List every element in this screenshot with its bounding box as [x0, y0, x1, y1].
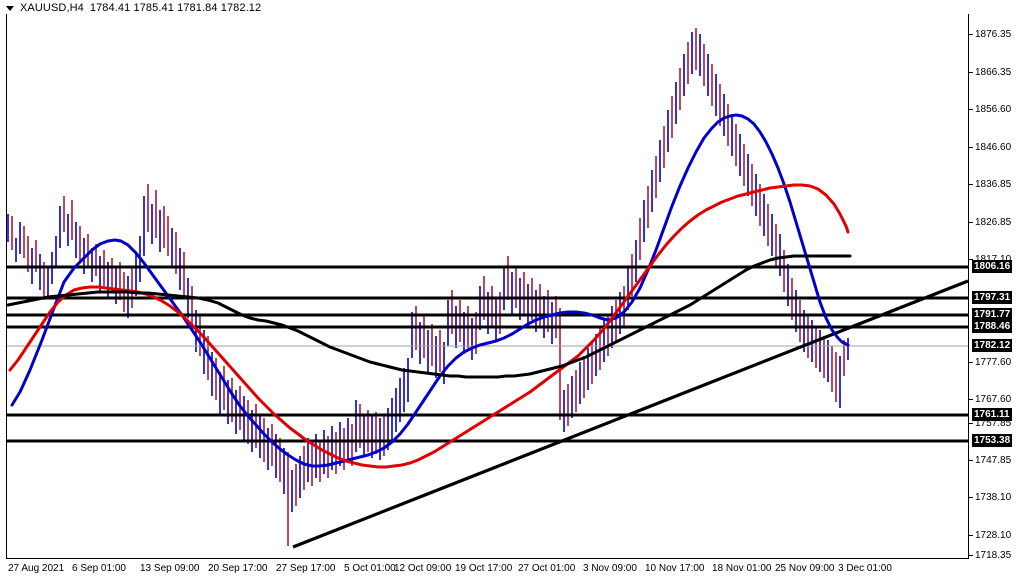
horizontal-levels-group[interactable]: [7, 265, 968, 443]
time-axis-label: 3 Nov 09:00: [583, 563, 637, 574]
tick-mark: [969, 34, 973, 35]
price-tick-label: 1718.35: [975, 550, 1012, 561]
ma-line-ma-mid: [8, 183, 850, 469]
price-tag-level[interactable]: 1797.31: [972, 291, 1013, 304]
price-tick-label: 1856.60: [975, 104, 1012, 115]
tick-mark: [969, 497, 973, 498]
time-axis-label: 18 Nov 01:00: [712, 563, 772, 574]
tick-mark: [969, 222, 973, 223]
price-tick-label: 1767.60: [975, 394, 1012, 405]
price-tick-label: 1777.60: [975, 357, 1012, 368]
trendline[interactable]: [292, 279, 969, 549]
time-scale[interactable]: 27 Aug 2021 6 Sep 01:00 13 Sep 09:00 20 Sep…: [0, 560, 1020, 584]
price-tick-label: 1846.60: [975, 142, 1012, 153]
time-axis-label: 25 Nov 09:00: [775, 563, 835, 574]
time-axis-label: 3 Dec 01:00: [838, 563, 892, 574]
chevron-down-icon[interactable]: [6, 5, 14, 11]
ohlc-values: 1784.41 1785.41 1781.84 1782.12: [89, 2, 262, 14]
axis-left-line: [6, 14, 7, 558]
tick-mark: [969, 109, 973, 110]
price-tick-label: 1826.85: [975, 217, 1012, 228]
tick-mark: [969, 555, 973, 556]
moving-average-lines: [6, 113, 852, 469]
price-scale[interactable]: 1876.35 1866.35 1856.60 1846.60 1836.85 1826.…: [969, 0, 1020, 584]
price-tag-level[interactable]: 1788.46: [972, 320, 1013, 333]
tick-mark: [969, 535, 973, 536]
ohlc-bars-group: [7, 28, 849, 546]
time-axis-label: 6 Sep 01:00: [72, 563, 126, 574]
ma-line-ma-fast: [10, 113, 850, 468]
time-axis-label: 12 Oct 09:00: [394, 563, 452, 574]
tick-mark: [969, 259, 973, 260]
tick-mark: [969, 399, 973, 400]
price-tag-level[interactable]: 1761.11: [972, 408, 1012, 421]
tick-mark: [969, 423, 973, 424]
time-axis-label: 27 Oct 01:00: [518, 563, 576, 574]
time-axis-label: 20 Sep 17:00: [208, 563, 268, 574]
price-tick-label: 1817.10: [975, 254, 1011, 266]
price-tick-label: 1728.10: [975, 530, 1012, 541]
price-tick-label: 1757.85: [975, 418, 1012, 429]
tick-mark: [969, 362, 973, 363]
tick-mark: [969, 460, 973, 461]
price-tick-label: 1866.35: [975, 67, 1012, 78]
axis-bottom-line: [6, 558, 969, 559]
price-tag-level[interactable]: 1753.38: [972, 434, 1013, 447]
price-tick-label: 1738.10: [975, 492, 1012, 503]
tick-mark: [969, 184, 973, 185]
time-axis-label: 10 Nov 17:00: [645, 563, 705, 574]
price-tick-label: 1876.35: [975, 29, 1012, 40]
price-tag-level[interactable]: 1806.16: [972, 260, 1013, 273]
symbol-label: XAUUSD,H4: [20, 2, 84, 14]
price-tag-level[interactable]: 1791.77: [972, 308, 1013, 321]
price-tag-current[interactable]: 1782.12: [972, 339, 1013, 352]
time-axis-label: 27 Aug 2021: [8, 563, 65, 574]
trendline-segment: [292, 279, 969, 549]
tick-mark: [969, 147, 973, 148]
time-axis-label: 13 Sep 09:00: [140, 563, 200, 574]
time-axis-label: 5 Oct 01:00: [344, 563, 396, 574]
time-axis-label: 27 Sep 17:00: [276, 563, 336, 574]
ma-line-ma-slow: [6, 254, 852, 379]
price-tick-label: 1836.85: [975, 179, 1012, 190]
tick-mark: [969, 72, 973, 73]
chart-header: XAUUSD,H4 1784.41 1785.41 1781.84 1782.1…: [0, 0, 1020, 16]
axis-right-line: [968, 14, 969, 558]
time-axis-label: 19 Oct 17:00: [455, 563, 513, 574]
price-tick-label: 1747.85: [975, 455, 1012, 466]
